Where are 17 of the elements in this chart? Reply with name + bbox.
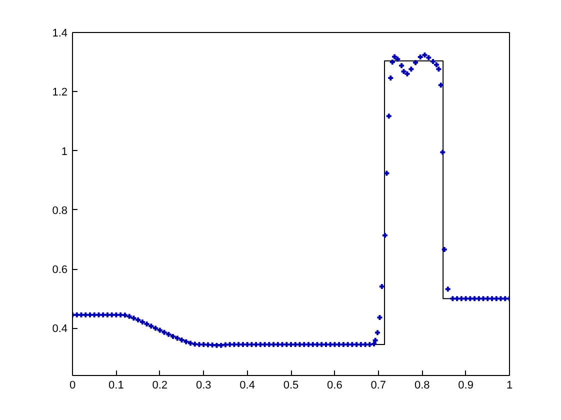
x-tick-label: 0.3 bbox=[196, 380, 212, 392]
x-tick-label: 0.2 bbox=[152, 380, 168, 392]
y-tick-label: 1.4 bbox=[52, 28, 68, 40]
y-tick-label: 0.4 bbox=[52, 323, 68, 336]
x-tick-label: 0.1 bbox=[108, 380, 124, 392]
x-tick-label: 0.7 bbox=[370, 380, 386, 392]
y-tick-label: 0.6 bbox=[52, 264, 68, 276]
x-tick-label: 0.9 bbox=[458, 380, 474, 392]
x-tick-label: 0.6 bbox=[327, 380, 342, 392]
x-tick-label: 0.4 bbox=[240, 380, 255, 392]
y-tick-label: 1 bbox=[61, 146, 68, 158]
y-tick-label: 0.8 bbox=[52, 204, 68, 217]
x-tick-label: 1 bbox=[506, 380, 513, 392]
x-tick-label: 0.8 bbox=[414, 380, 430, 392]
y-tick-label: 1.2 bbox=[52, 86, 68, 99]
x-tick-label: 0.5 bbox=[283, 380, 299, 392]
x-tick-label: 0 bbox=[69, 380, 76, 392]
